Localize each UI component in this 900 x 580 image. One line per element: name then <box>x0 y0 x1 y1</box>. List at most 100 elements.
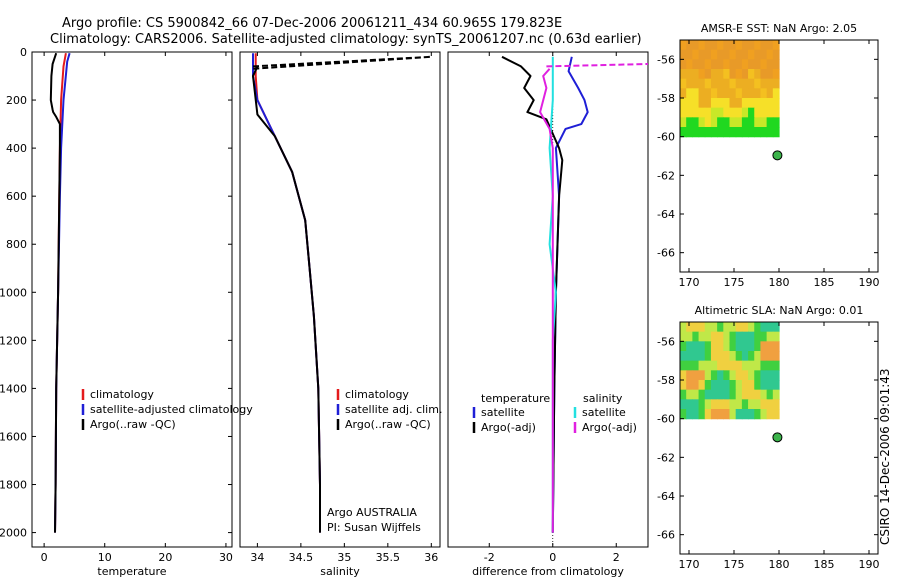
y-tick-label: 1000 <box>0 286 27 299</box>
heatmap-cell <box>686 360 693 371</box>
panel-temp: 0 10 20 30 0 200 400 600 800 1000 1200 1400 1600 1800… <box>0 46 253 578</box>
y-tick-label: -62 <box>657 169 675 182</box>
heatmap-cell <box>748 117 755 128</box>
heatmap-cell <box>723 331 731 342</box>
heatmap-cell <box>748 409 755 420</box>
heatmap-cell <box>704 88 712 99</box>
heatmap-cell <box>686 399 693 410</box>
heatmap-cell <box>766 389 774 400</box>
heatmap-cell <box>735 360 743 371</box>
heatmap-cell <box>680 351 687 362</box>
heatmap-cell <box>692 370 700 381</box>
heatmap-cell <box>754 331 762 342</box>
y-tick-label: 0 <box>20 46 27 59</box>
heatmap-cell <box>729 69 737 80</box>
legend-label: climatology <box>90 388 154 401</box>
heatmap-cell <box>692 127 700 138</box>
heatmap-cell <box>686 389 693 400</box>
heatmap-cell <box>680 127 687 138</box>
heatmap-cell <box>735 127 743 138</box>
heatmap-cell <box>704 69 712 80</box>
legend-label: satellite <box>582 406 626 419</box>
y-tick-label: -62 <box>657 451 675 464</box>
heatmap-cell <box>760 107 768 118</box>
heatmap-cell <box>723 370 731 381</box>
heatmap-cell <box>686 331 693 342</box>
heatmap-cell <box>692 331 700 342</box>
heatmap-cell <box>754 360 762 371</box>
heatmap-cell <box>680 49 687 60</box>
heatmap-cell <box>772 380 780 391</box>
heatmap-cell <box>729 117 737 128</box>
heatmap-cell <box>754 380 762 391</box>
heatmap-cell <box>717 370 724 381</box>
heatmap-cell <box>717 380 724 391</box>
heatmap-cell <box>748 88 755 99</box>
heatmap-cell <box>729 322 737 333</box>
legend-label: satellite adj. clim. <box>345 403 442 416</box>
heatmap-cell <box>760 351 768 362</box>
heatmap-cells-sst <box>680 40 780 138</box>
y-tick-label: -66 <box>657 529 675 542</box>
heatmap-cell <box>741 127 749 138</box>
heatmap-cell <box>772 59 780 70</box>
heatmap-cell <box>704 360 712 371</box>
y-tick-label: 1800 <box>0 479 27 492</box>
heatmap-cell <box>729 331 737 342</box>
heatmap-cell <box>729 98 737 109</box>
heatmap-cell <box>766 380 774 391</box>
series-line-temperature-satellite <box>551 56 589 533</box>
x-tick-label: 2 <box>613 551 620 564</box>
heatmap-cell <box>704 322 712 333</box>
heatmap-cell <box>748 331 755 342</box>
panel-title: Altimetric SLA: NaN Argo: 0.01 <box>695 304 864 317</box>
heatmap-cell <box>710 331 718 342</box>
heatmap-cell <box>698 341 706 352</box>
y-tick-label: 600 <box>6 190 27 203</box>
heatmap-cell <box>741 40 749 51</box>
x-tick-label: 0 <box>41 551 48 564</box>
heatmap-cell <box>754 341 762 352</box>
heatmap-cell <box>760 78 768 89</box>
heatmap-cell <box>710 78 718 89</box>
figure-title-line-1: Argo profile: CS 5900842_66 07-Dec-2006 … <box>62 16 562 31</box>
legend-header: temperature <box>481 392 550 405</box>
heatmap-cell <box>680 40 687 51</box>
heatmap-cell <box>735 59 743 70</box>
heatmap-cell <box>680 117 687 128</box>
heatmap-cell <box>704 399 712 410</box>
heatmap-cell <box>692 88 700 99</box>
heatmap-cell <box>698 409 706 420</box>
x-tick-label: 34.5 <box>289 551 314 564</box>
heatmap-cell <box>710 127 718 138</box>
heatmap-cell <box>772 331 780 342</box>
heatmap-cell <box>717 40 724 51</box>
x-tick-label: 36 <box>424 551 438 564</box>
heatmap-cell <box>692 341 700 352</box>
heatmap-cell <box>766 69 774 80</box>
heatmap-cell <box>766 399 774 410</box>
heatmap-cell <box>748 360 755 371</box>
heatmap-cell <box>748 370 755 381</box>
heatmap-cell <box>692 69 700 80</box>
panel-sla: 170 175 180 185 190 -56 -58 -60 -62 -64 -66 Altimet… <box>657 304 879 571</box>
heatmap-cell <box>735 370 743 381</box>
heatmap-cell <box>754 59 762 70</box>
heatmap-cell <box>717 59 724 70</box>
heatmap-cell <box>772 117 780 128</box>
heatmap-cell <box>748 98 755 109</box>
x-tick-label: 35 <box>337 551 351 564</box>
heatmap-cell <box>748 380 755 391</box>
heatmap-cell <box>717 399 724 410</box>
legend-label: Argo(-adj) <box>481 421 536 434</box>
heatmap-cell <box>717 322 724 333</box>
heatmap-cell <box>729 370 737 381</box>
panel-sst: 170 175 180 185 190 -56 -58 -60 -62 -64 -66 AMSR-E … <box>657 22 879 289</box>
heatmap-cell <box>704 351 712 362</box>
y-tick-label: 200 <box>6 94 27 107</box>
heatmap-cell <box>680 409 687 420</box>
heatmap-cell <box>729 59 737 70</box>
heatmap-cell <box>723 409 731 420</box>
heatmap-cell <box>735 117 743 128</box>
